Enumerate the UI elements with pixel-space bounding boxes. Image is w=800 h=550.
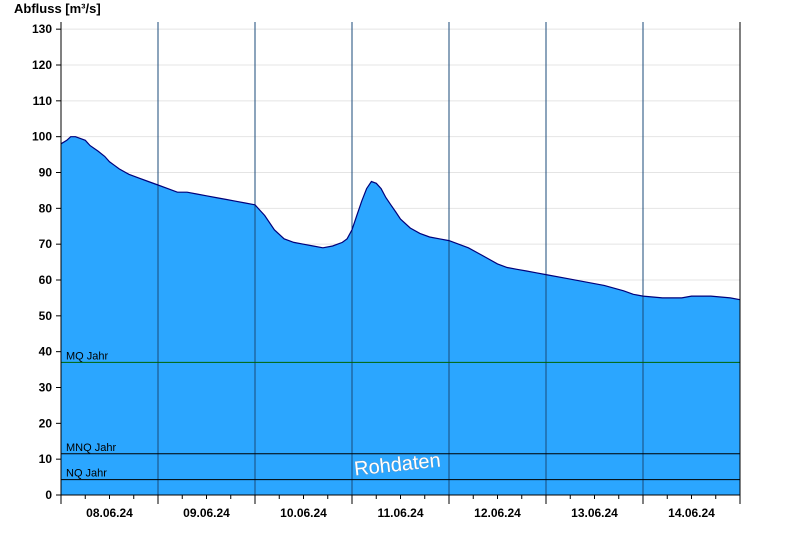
y-tick-label: 110 — [33, 94, 53, 108]
y-tick-label: 60 — [39, 273, 53, 287]
discharge-area — [61, 136, 740, 495]
y-tick-label: 40 — [39, 345, 53, 359]
y-tick-label: 80 — [39, 201, 53, 215]
y-tick-label: 0 — [45, 488, 52, 502]
day-separator-lines — [157, 22, 644, 495]
reference-line-label: MNQ Jahr — [66, 442, 116, 454]
y-tick-label: 100 — [32, 130, 52, 144]
x-tick-label: 14.06.24 — [668, 506, 715, 520]
reference-line-label: MQ Jahr — [66, 350, 109, 362]
x-tick-label: 09.06.24 — [183, 506, 230, 520]
reference-line-label: NQ Jahr — [66, 468, 107, 480]
x-tick-label: 13.06.24 — [571, 506, 618, 520]
y-tick-label: 70 — [39, 237, 53, 251]
y-tick-label: 130 — [32, 22, 52, 36]
reference-lines: MQ Jahr MNQ Jahr NQ Jahr — [61, 350, 740, 481]
x-axis-ticks: 08.06.24 09.06.24 10.06.24 11.06.24 12.06.24… — [60, 495, 741, 520]
y-tick-label: 120 — [32, 58, 52, 72]
y-tick-label: 50 — [39, 309, 53, 323]
y-axis-label: Abfluss [m³/s] — [14, 1, 101, 16]
y-tick-label: 10 — [39, 452, 53, 466]
y-tick-label: 90 — [39, 166, 53, 180]
x-tick-label: 11.06.24 — [377, 506, 423, 520]
y-tick-label: 20 — [39, 416, 53, 430]
x-tick-label: 08.06.24 — [86, 506, 133, 520]
y-tick-label: 30 — [39, 381, 53, 395]
x-tick-label: 10.06.24 — [280, 506, 327, 520]
discharge-line — [60, 136, 741, 301]
x-tick-label: 12.06.24 — [474, 506, 521, 520]
y-axis-ticks: 0 10 20 30 40 50 60 70 80 90 100 110 120 130 — [32, 22, 61, 502]
